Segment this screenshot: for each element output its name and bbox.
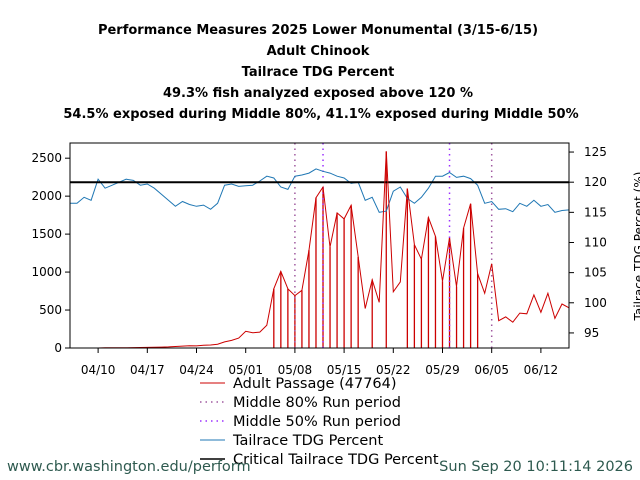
x-tick-label: 06/05 xyxy=(474,363,509,377)
y-left-tick-label: 2000 xyxy=(31,189,62,203)
chart-subtitle-run-period-exposure: 54.5% exposed during Middle 80%, 41.1% e… xyxy=(63,107,578,122)
x-tick-label: 04/10 xyxy=(81,363,116,377)
legend: Adult Passage (47764) Middle 80% Run per… xyxy=(200,376,439,468)
adult-passage-series-line xyxy=(70,151,570,349)
legend-label-critical-tdg: Critical Tailrace TDG Percent xyxy=(233,452,439,468)
y-axis-right-label: Tailrace TDG Percent (%) xyxy=(632,172,640,322)
x-tick-label: 06/12 xyxy=(524,363,559,377)
y-left-tick-label: 500 xyxy=(39,303,62,317)
tdg-series-line xyxy=(70,168,570,213)
run-period-lines xyxy=(294,143,493,348)
y-axis-right: 95 100 105 110 115 120 125 xyxy=(569,145,607,340)
x-tick-label: 05/01 xyxy=(228,363,263,377)
chart-subtitle-metric: Tailrace TDG Percent xyxy=(242,65,395,80)
chart-subtitle-exposure: 49.3% fish analyzed exposed above 120 % xyxy=(163,86,473,101)
x-axis: 04/10 04/17 04/24 05/01 05/08 05/15 05/22 05/29… xyxy=(81,348,558,377)
legend-label-adult-passage: Adult Passage (47764) xyxy=(233,376,397,392)
y-right-tick-label: 120 xyxy=(584,175,607,189)
plot-area xyxy=(69,142,570,349)
y-right-tick-label: 125 xyxy=(584,145,607,159)
x-tick-label: 04/24 xyxy=(179,363,214,377)
footer-url: www.cbr.washington.edu/perform xyxy=(7,459,251,475)
y-right-tick-label: 95 xyxy=(584,326,599,340)
y-left-tick-label: 1000 xyxy=(31,265,62,279)
x-tick-label: 05/22 xyxy=(376,363,411,377)
legend-label-middle-80: Middle 80% Run period xyxy=(233,395,401,411)
footer-timestamp: Sun Sep 20 10:11:14 2026 xyxy=(439,459,633,475)
chart-subtitle-species: Adult Chinook xyxy=(267,44,370,59)
y-left-tick-label: 1500 xyxy=(31,227,62,241)
x-tick-label: 05/15 xyxy=(327,363,362,377)
y-right-tick-label: 110 xyxy=(584,235,607,249)
legend-label-middle-50: Middle 50% Run period xyxy=(233,414,401,430)
x-tick-label: 05/08 xyxy=(278,363,313,377)
legend-label-tdg: Tailrace TDG Percent xyxy=(232,433,383,449)
y-right-tick-label: 105 xyxy=(584,266,607,280)
y-right-tick-label: 100 xyxy=(584,296,607,310)
plot-frame xyxy=(69,142,570,349)
y-axis-left: 0 500 1000 1500 2000 2500 xyxy=(31,151,70,355)
chart-titles: Performance Measures 2025 Lower Monument… xyxy=(63,23,578,122)
y-left-tick-label: 0 xyxy=(54,341,62,355)
y-left-tick-label: 2500 xyxy=(31,151,62,165)
chart-title: Performance Measures 2025 Lower Monument… xyxy=(98,23,538,38)
y-right-tick-label: 115 xyxy=(584,205,607,219)
passage-exceedance-bars xyxy=(273,151,479,348)
x-tick-label: 05/29 xyxy=(425,363,460,377)
x-tick-label: 04/17 xyxy=(130,363,165,377)
